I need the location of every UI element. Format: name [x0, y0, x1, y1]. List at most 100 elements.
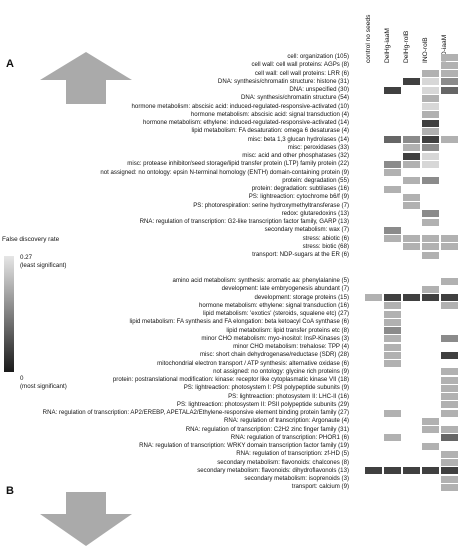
- heatmap-cell: [422, 294, 439, 301]
- heatmap-cell: [384, 343, 401, 351]
- heatmap-cell: [384, 185, 401, 193]
- heatmap-cell: [403, 193, 420, 201]
- heatmap-cell: [422, 177, 439, 185]
- heatmap-row-label: mitochondrial electron transport / ATP s…: [157, 359, 349, 367]
- heatmap-cell: [422, 426, 439, 433]
- heatmap-cell: [441, 459, 458, 466]
- legend-color-scale: [4, 256, 14, 372]
- heatmap-row-label: transport: NDP-sugars at the ER (6): [252, 251, 349, 258]
- heatmap-cell: [403, 177, 420, 185]
- heatmap-row-label: PS: lightreaction: cytochrome b6/f (9): [248, 193, 349, 201]
- heatmap-row-label: protein: degradation: subtilases (16): [251, 185, 349, 192]
- heatmap-row-label: PS: lightreaction: photosystem I: PSI po…: [183, 384, 349, 392]
- heatmap-row-label: hormone metabolism: abscisic acid: induc…: [131, 102, 349, 110]
- heatmap-row-label: RNA: regulation of transcription: PHOR1 …: [230, 433, 349, 441]
- heatmap-row-label: cell wall: cell wall proteins: AGPs (8): [251, 61, 349, 69]
- panel-b-letter: B: [6, 485, 14, 497]
- panel-a-letter: A: [6, 58, 14, 70]
- heatmap-cell: [441, 483, 458, 491]
- heatmap-cell: [422, 251, 439, 259]
- heatmap-row-label: secondary metabolism: flavonoids: chalco…: [217, 458, 349, 466]
- heatmap-row-label: RNA: regulation of transcription: Argona…: [224, 417, 349, 425]
- heatmap-cell: [422, 235, 439, 242]
- heatmap-cell: [441, 86, 458, 94]
- heatmap-row-label: misc: peroxidases (33): [287, 143, 349, 151]
- heatmap-cell: [422, 285, 439, 293]
- heatmap-row-label: minor CHO metabolism: trehalose: TPP (4): [233, 343, 349, 350]
- heatmap-cell: [403, 467, 420, 475]
- heatmap-cell: [422, 144, 439, 152]
- heatmap-cell: [422, 442, 439, 450]
- heatmap-cell: [422, 210, 439, 218]
- heatmap-cell: [422, 417, 439, 425]
- heatmap-cell: [441, 409, 458, 417]
- heatmap-row-label: RNA: regulation of transcription: zf-HD …: [236, 450, 349, 458]
- heatmap-row-label: hormone metabolism: ethylene: signal tra…: [198, 301, 349, 309]
- heatmap-row-label: stress: biotic (68): [302, 242, 349, 250]
- heatmap-row-label: protein: postranslational modification: …: [112, 376, 349, 383]
- heatmap-row-label: RNA: regulation of transcription: G2-lik…: [139, 218, 349, 225]
- heatmap-cell: [441, 136, 458, 143]
- heatmap-row-label: amino acid metabolism: synthesis: aromat…: [172, 277, 349, 284]
- heatmap-row-label: cell wall: cell wall proteins: LRR (6): [254, 69, 349, 77]
- heatmap-cell: [441, 467, 458, 475]
- heatmap-cell: [441, 376, 458, 384]
- heatmap-row-label: not assigned: no ontology: epsin N-termi…: [100, 168, 349, 176]
- heatmap-cell: [403, 78, 420, 86]
- heatmap-cell: [441, 426, 458, 433]
- heatmap-cell: [422, 467, 439, 475]
- legend-top-note: (least significant): [20, 262, 67, 269]
- heatmap-cell: [422, 111, 439, 119]
- heatmap-cell: [441, 434, 458, 442]
- heatmap-cell: [422, 103, 439, 110]
- legend-bottom-value: 0: [20, 375, 24, 382]
- heatmap-row-label: PS: lightreaction: photosystem II: PSII …: [176, 400, 349, 408]
- heatmap-cell: [441, 351, 458, 359]
- heatmap-cell: [384, 327, 401, 334]
- heatmap-cell: [384, 360, 401, 367]
- heatmap-row-label: DNA: synthesis/chromatin structure (54): [240, 94, 349, 102]
- heatmap-cell: [403, 160, 420, 168]
- heatmap-cell: [384, 235, 401, 242]
- heatmap-row-label: misc: short chain dehydrogenase/reductas…: [199, 351, 349, 359]
- heatmap-cell: [422, 152, 439, 160]
- heatmap-cell: [441, 368, 458, 376]
- heatmap-cell: [403, 136, 420, 143]
- heatmap-cell: [441, 78, 458, 86]
- heatmap-cell: [441, 384, 458, 392]
- heatmap-cell: [384, 335, 401, 343]
- heatmap-cell: [441, 302, 458, 310]
- heatmap-cell: [441, 475, 458, 483]
- heatmap-cell: [441, 401, 458, 409]
- heatmap-cell: [384, 318, 401, 326]
- heatmap-cell: [403, 202, 420, 209]
- heatmap-cell: [403, 144, 420, 152]
- heatmap-row-label: DNA: unspecified (30): [289, 86, 349, 93]
- heatmap-row-label: hormone metabolism: abscisic acid: signa…: [190, 110, 349, 118]
- heatmap-cell: [441, 294, 458, 301]
- legend-bottom-note: (most significant): [20, 383, 67, 390]
- legend-title: False discovery rate: [2, 236, 60, 243]
- heatmap-row-label: misc: beta 1,3 glucan hydrolases (14): [247, 135, 349, 143]
- heatmap-cell: [384, 86, 401, 94]
- heatmap-row-label: RNA: regulation of transcription: C2H2 z…: [185, 425, 349, 433]
- heatmap-row-label: PS: photorespiration: serine hydroxymeth…: [193, 201, 349, 209]
- heatmap-row-label: lipid metabolism: lipid transfer protein…: [226, 326, 349, 334]
- heatmap-row-label: not assigned: no ontology: glycine rich …: [213, 367, 349, 375]
- heatmap-cell: [403, 294, 420, 301]
- heatmap-cell: [441, 243, 458, 251]
- heatmap-row-label: development: late embryogenesis abundant…: [221, 285, 349, 293]
- heatmap-row-label: lipid metabolism: 'exotics' (steroids, s…: [203, 310, 349, 317]
- heatmap-row-label: protein: degradation (55): [282, 176, 349, 184]
- heatmap-cell: [384, 160, 401, 168]
- heatmap-row-label: secondary metabolism: flavonoids: dihydr…: [197, 466, 349, 474]
- heatmap-cell: [422, 218, 439, 226]
- heatmap-row-label: transport: calcium (9): [291, 483, 349, 491]
- heatmap-cell: [441, 70, 458, 77]
- heatmap-row-label: development: storage proteins (15): [254, 293, 349, 301]
- heatmap-row-label: DNA: synthesis/chromatin structure: hist…: [217, 77, 349, 85]
- heatmap-row-label: hormone metabolism: ethylene: induced-re…: [143, 119, 349, 126]
- heatmap-cell: [422, 119, 439, 127]
